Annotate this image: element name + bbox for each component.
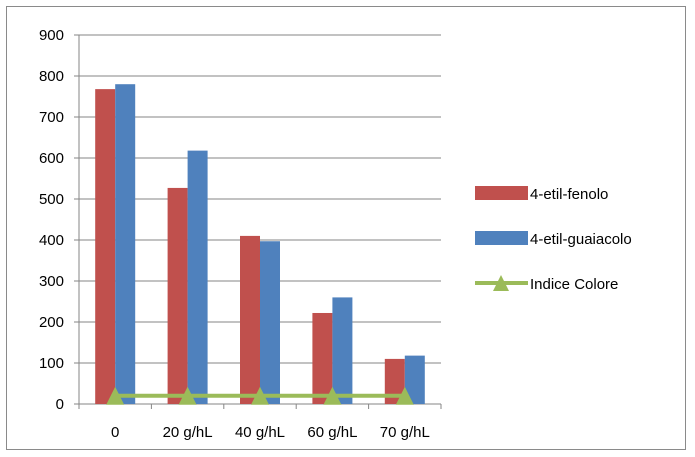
x-tick-label: 70 g/hL: [380, 424, 430, 441]
legend: 4-etil-fenolo 4-etil-guaiacolo Indice Colo…: [475, 186, 632, 293]
bar-4-etil-guaiacolo: [332, 297, 353, 404]
y-tick-label: 800: [39, 68, 64, 85]
y-tick-label: 300: [39, 273, 64, 290]
x-tick-labels: 0 20 g/hL 40 g/hL 60 g/hL 70 g/hL: [111, 424, 430, 441]
line-marker-triangle: [251, 386, 269, 405]
y-tick-label: 400: [39, 232, 64, 249]
bar-4-etil-fenolo: [312, 312, 333, 404]
bar-4-etil-guaiacolo: [260, 241, 280, 404]
y-tick-label: 100: [39, 355, 64, 372]
bar-4-etil-guaiacolo: [404, 355, 425, 404]
x-tick-label: 40 g/hL: [235, 424, 285, 441]
y-tick-label: 200: [39, 314, 64, 331]
bars: [95, 84, 425, 405]
line-marker-triangle: [178, 386, 197, 405]
y-tick-label: 0: [56, 396, 64, 413]
y-tick-label: 700: [39, 109, 64, 126]
y-tick-label: 500: [39, 191, 64, 208]
bar-4-etil-fenolo: [384, 358, 405, 404]
y-tick-label: 900: [39, 27, 64, 44]
indice-colore-line: [106, 386, 414, 405]
gridlines: [79, 34, 441, 364]
bar-4-etil-fenolo: [167, 187, 188, 404]
bar-4-etil-fenolo: [240, 235, 260, 404]
legend-label-indice-colore: Indice Colore: [530, 276, 618, 293]
legend-label-4-etil-fenolo: 4-etil-fenolo: [530, 186, 608, 203]
line-marker-triangle: [323, 386, 342, 405]
y-tick-label: 600: [39, 150, 64, 167]
line-marker-triangle: [395, 386, 414, 405]
bar-4-etil-guaiacolo: [187, 150, 208, 404]
x-tick-label: 60 g/hL: [307, 424, 357, 441]
line-marker-triangle: [106, 386, 125, 405]
bar-4-etil-guaiacolo: [115, 84, 136, 404]
legend-marker-triangle: [493, 275, 509, 291]
x-tick-label: 0: [111, 424, 119, 441]
legend-swatch-4-etil-fenolo: [475, 186, 528, 200]
bar-4-etil-fenolo: [95, 89, 116, 405]
y-tick-labels: 0 100 200 300 400 500 600 700 800 900: [39, 27, 64, 413]
x-tick-label: 20 g/hL: [163, 424, 213, 441]
legend-label-4-etil-guaiacolo: 4-etil-guaiacolo: [530, 231, 632, 248]
legend-swatch-4-etil-guaiacolo: [475, 231, 528, 245]
